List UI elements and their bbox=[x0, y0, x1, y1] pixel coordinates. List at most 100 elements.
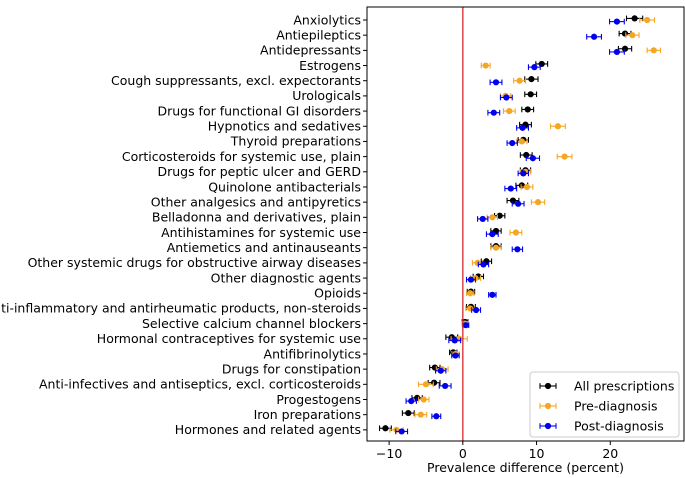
data-point-group bbox=[527, 64, 541, 71]
data-point-group bbox=[480, 62, 491, 69]
category-label: Anti-inflammatory and antirheumatic prod… bbox=[0, 301, 361, 316]
data-point bbox=[538, 60, 545, 68]
category-label: Antiepileptics bbox=[276, 27, 361, 42]
data-point bbox=[621, 45, 629, 52]
data-point-group bbox=[550, 123, 566, 130]
legend-label: Pre-diagnosis bbox=[574, 399, 657, 414]
data-point-group bbox=[431, 413, 442, 420]
legend-label: Post-diagnosis bbox=[574, 419, 664, 434]
x-axis-title: Prevalence difference (percent) bbox=[427, 460, 624, 475]
legend-box bbox=[529, 371, 680, 438]
data-point bbox=[507, 185, 514, 192]
data-point bbox=[480, 261, 487, 268]
category-label: Hormonal contraceptives for systemic use bbox=[97, 331, 362, 346]
data-point bbox=[462, 322, 469, 329]
data-point bbox=[554, 123, 562, 130]
data-point bbox=[528, 76, 535, 83]
legend-entry: Post-diagnosis bbox=[539, 419, 664, 434]
data-point bbox=[452, 352, 459, 359]
data-point bbox=[516, 77, 523, 84]
data-point bbox=[382, 425, 389, 432]
category-label: Drugs for peptic ulcer and GERD bbox=[157, 164, 361, 179]
data-point-group bbox=[462, 322, 470, 329]
data-point bbox=[590, 33, 598, 40]
category-label: Hormones and related agents bbox=[175, 422, 361, 437]
data-point bbox=[467, 305, 474, 312]
data-point bbox=[613, 48, 621, 56]
data-point bbox=[420, 396, 427, 403]
data-point bbox=[430, 379, 438, 386]
data-point-group bbox=[625, 32, 640, 39]
data-point-group bbox=[517, 170, 529, 177]
data-point-group bbox=[608, 18, 625, 25]
data-point-group bbox=[524, 91, 538, 98]
x-tick-label: 20 bbox=[602, 446, 618, 461]
category-label: Progestogens bbox=[276, 392, 361, 407]
category-label: Cough suppressants, excl. expectorants bbox=[111, 73, 361, 88]
data-point bbox=[514, 246, 521, 253]
data-point-group bbox=[418, 381, 434, 388]
data-point bbox=[613, 18, 621, 25]
x-tick-label: 10 bbox=[529, 446, 545, 461]
data-point-group bbox=[499, 94, 513, 101]
data-point-group bbox=[504, 185, 518, 192]
data-point bbox=[496, 212, 503, 219]
data-point bbox=[414, 394, 421, 401]
data-point bbox=[422, 381, 430, 388]
category-label: Antihistamines for systemic use bbox=[161, 225, 361, 240]
category-label: Thyroid preparations bbox=[230, 134, 361, 149]
data-point-group bbox=[608, 48, 625, 56]
data-point bbox=[417, 411, 424, 418]
data-point bbox=[431, 364, 438, 371]
data-point-group bbox=[451, 352, 460, 359]
data-point-group bbox=[465, 276, 476, 283]
data-point bbox=[492, 244, 500, 251]
category-label: Belladonna and derivatives, plain bbox=[152, 210, 361, 225]
data-point bbox=[451, 337, 458, 344]
data-point-group bbox=[556, 153, 573, 160]
data-point-group bbox=[435, 367, 447, 374]
x-tick-label: −10 bbox=[376, 446, 402, 461]
data-point-group bbox=[586, 33, 602, 40]
data-point-group bbox=[395, 428, 409, 435]
data-point-group bbox=[489, 79, 503, 86]
category-label: Iron preparations bbox=[254, 407, 361, 422]
data-point-group bbox=[506, 139, 518, 147]
category-label: Opioids bbox=[314, 286, 361, 301]
data-point bbox=[492, 79, 500, 86]
data-point bbox=[515, 200, 522, 207]
data-point-group bbox=[516, 138, 528, 145]
data-point-group bbox=[477, 261, 490, 268]
category-label: Other systemic drugs for obstructive air… bbox=[28, 255, 361, 270]
data-point bbox=[631, 15, 638, 22]
data-point-group bbox=[521, 106, 535, 113]
legend: All prescriptions Pre-diagnosis Post-diagn… bbox=[529, 371, 680, 438]
data-point bbox=[531, 64, 538, 71]
data-point bbox=[524, 106, 531, 113]
category-label: Estrogens bbox=[299, 58, 361, 73]
category-label: Antidepressants bbox=[260, 43, 361, 58]
category-labels: AnxiolyticsAntiepilepticsAntidepressants… bbox=[0, 12, 367, 437]
data-point bbox=[650, 47, 657, 54]
data-point bbox=[398, 428, 405, 435]
data-point bbox=[644, 16, 651, 24]
data-point bbox=[512, 229, 520, 236]
data-point bbox=[490, 109, 497, 116]
data-point-group bbox=[485, 231, 499, 238]
category-label: Quinolone antibacterials bbox=[208, 179, 361, 194]
data-point bbox=[474, 259, 481, 266]
data-point bbox=[467, 290, 474, 297]
data-point bbox=[534, 199, 542, 206]
data-point bbox=[437, 367, 444, 374]
data-point-group bbox=[418, 396, 430, 403]
data-point-group bbox=[502, 107, 516, 115]
data-point-group bbox=[488, 291, 497, 298]
data-point bbox=[405, 409, 412, 417]
data-point-group bbox=[487, 109, 501, 116]
category-label: Other analgesics and antipyretics bbox=[151, 194, 361, 209]
x-axis-ticks: −10 0 10 20 bbox=[376, 441, 618, 461]
data-point bbox=[629, 32, 636, 39]
data-point bbox=[523, 183, 531, 191]
data-point-group bbox=[513, 77, 527, 84]
